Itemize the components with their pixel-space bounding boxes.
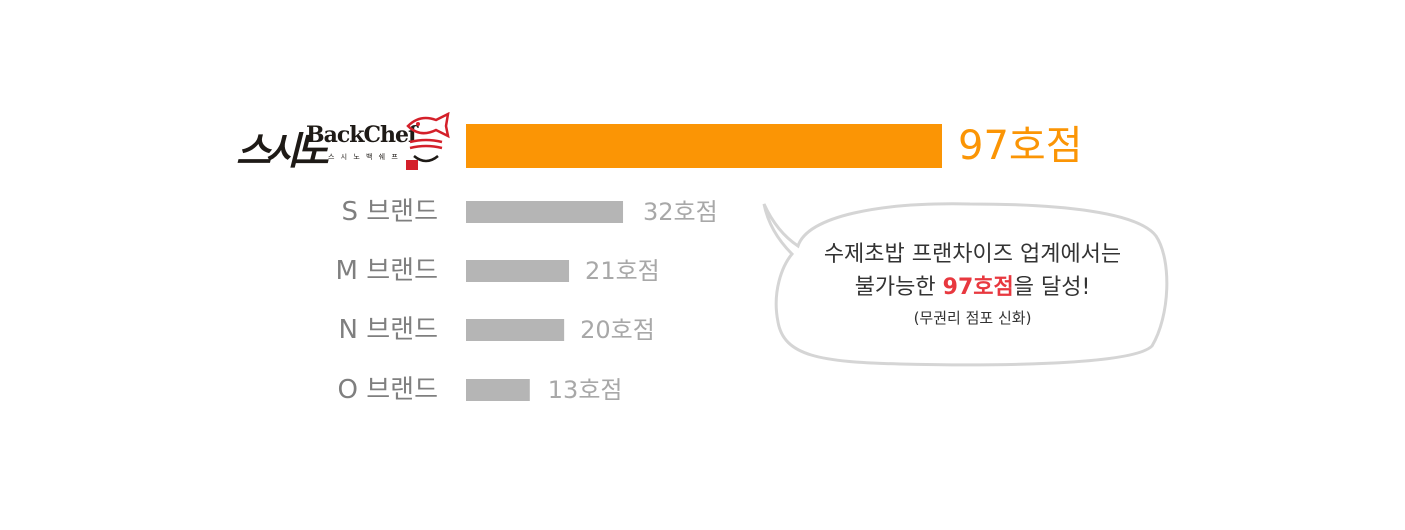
category-label-4: O 브랜드: [338, 375, 439, 405]
speech-bubble-shape: [762, 202, 1169, 367]
bar-2: [466, 260, 570, 282]
value-label-0: 97호점: [958, 123, 1083, 169]
bubble-line-2-pre: 불가능한: [854, 275, 943, 300]
bubble-highlight: 97호점: [942, 275, 1014, 300]
bar-1: [466, 201, 624, 223]
bubble-message: 수제초밥 프랜차이즈 업계에서는 불가능한 97호점을 달성! (무권리 점포 …: [780, 238, 1165, 332]
bubble-line-2: 불가능한 97호점을 달성!: [780, 271, 1165, 304]
category-label-1: S 브랜드: [341, 197, 438, 227]
category-label-3: N 브랜드: [339, 315, 438, 345]
bar-4: [466, 379, 530, 401]
bubble-line-1: 수제초밥 프랜차이즈 업계에서는: [823, 242, 1122, 267]
fish-chef-icon: [406, 112, 450, 170]
logo-korean-text: 스시노: [236, 128, 329, 173]
bubble-line-2-post: 을 달성!: [1013, 275, 1091, 300]
value-label-4: 13호점: [548, 376, 623, 404]
logo-english-text: BackChef: [306, 122, 417, 148]
backchef-logo: 스시노 BackChef 스 시 노 백 쉐 프: [236, 112, 450, 174]
value-label-3: 20호점: [580, 316, 655, 344]
value-label-2: 21호점: [585, 257, 660, 285]
bubble-subtext: (무권리 점포 신화): [913, 309, 1032, 327]
logo-subtitle: 스 시 노 백 쉐 프: [328, 153, 400, 161]
speech-bubble: 수제초밥 프랜차이즈 업계에서는 불가능한 97호점을 달성! (무권리 점포 …: [760, 196, 1172, 368]
bar-0: [466, 124, 942, 168]
value-label-1: 32호점: [643, 198, 718, 226]
bar-3: [466, 319, 565, 341]
category-label-2: M 브랜드: [336, 256, 438, 286]
